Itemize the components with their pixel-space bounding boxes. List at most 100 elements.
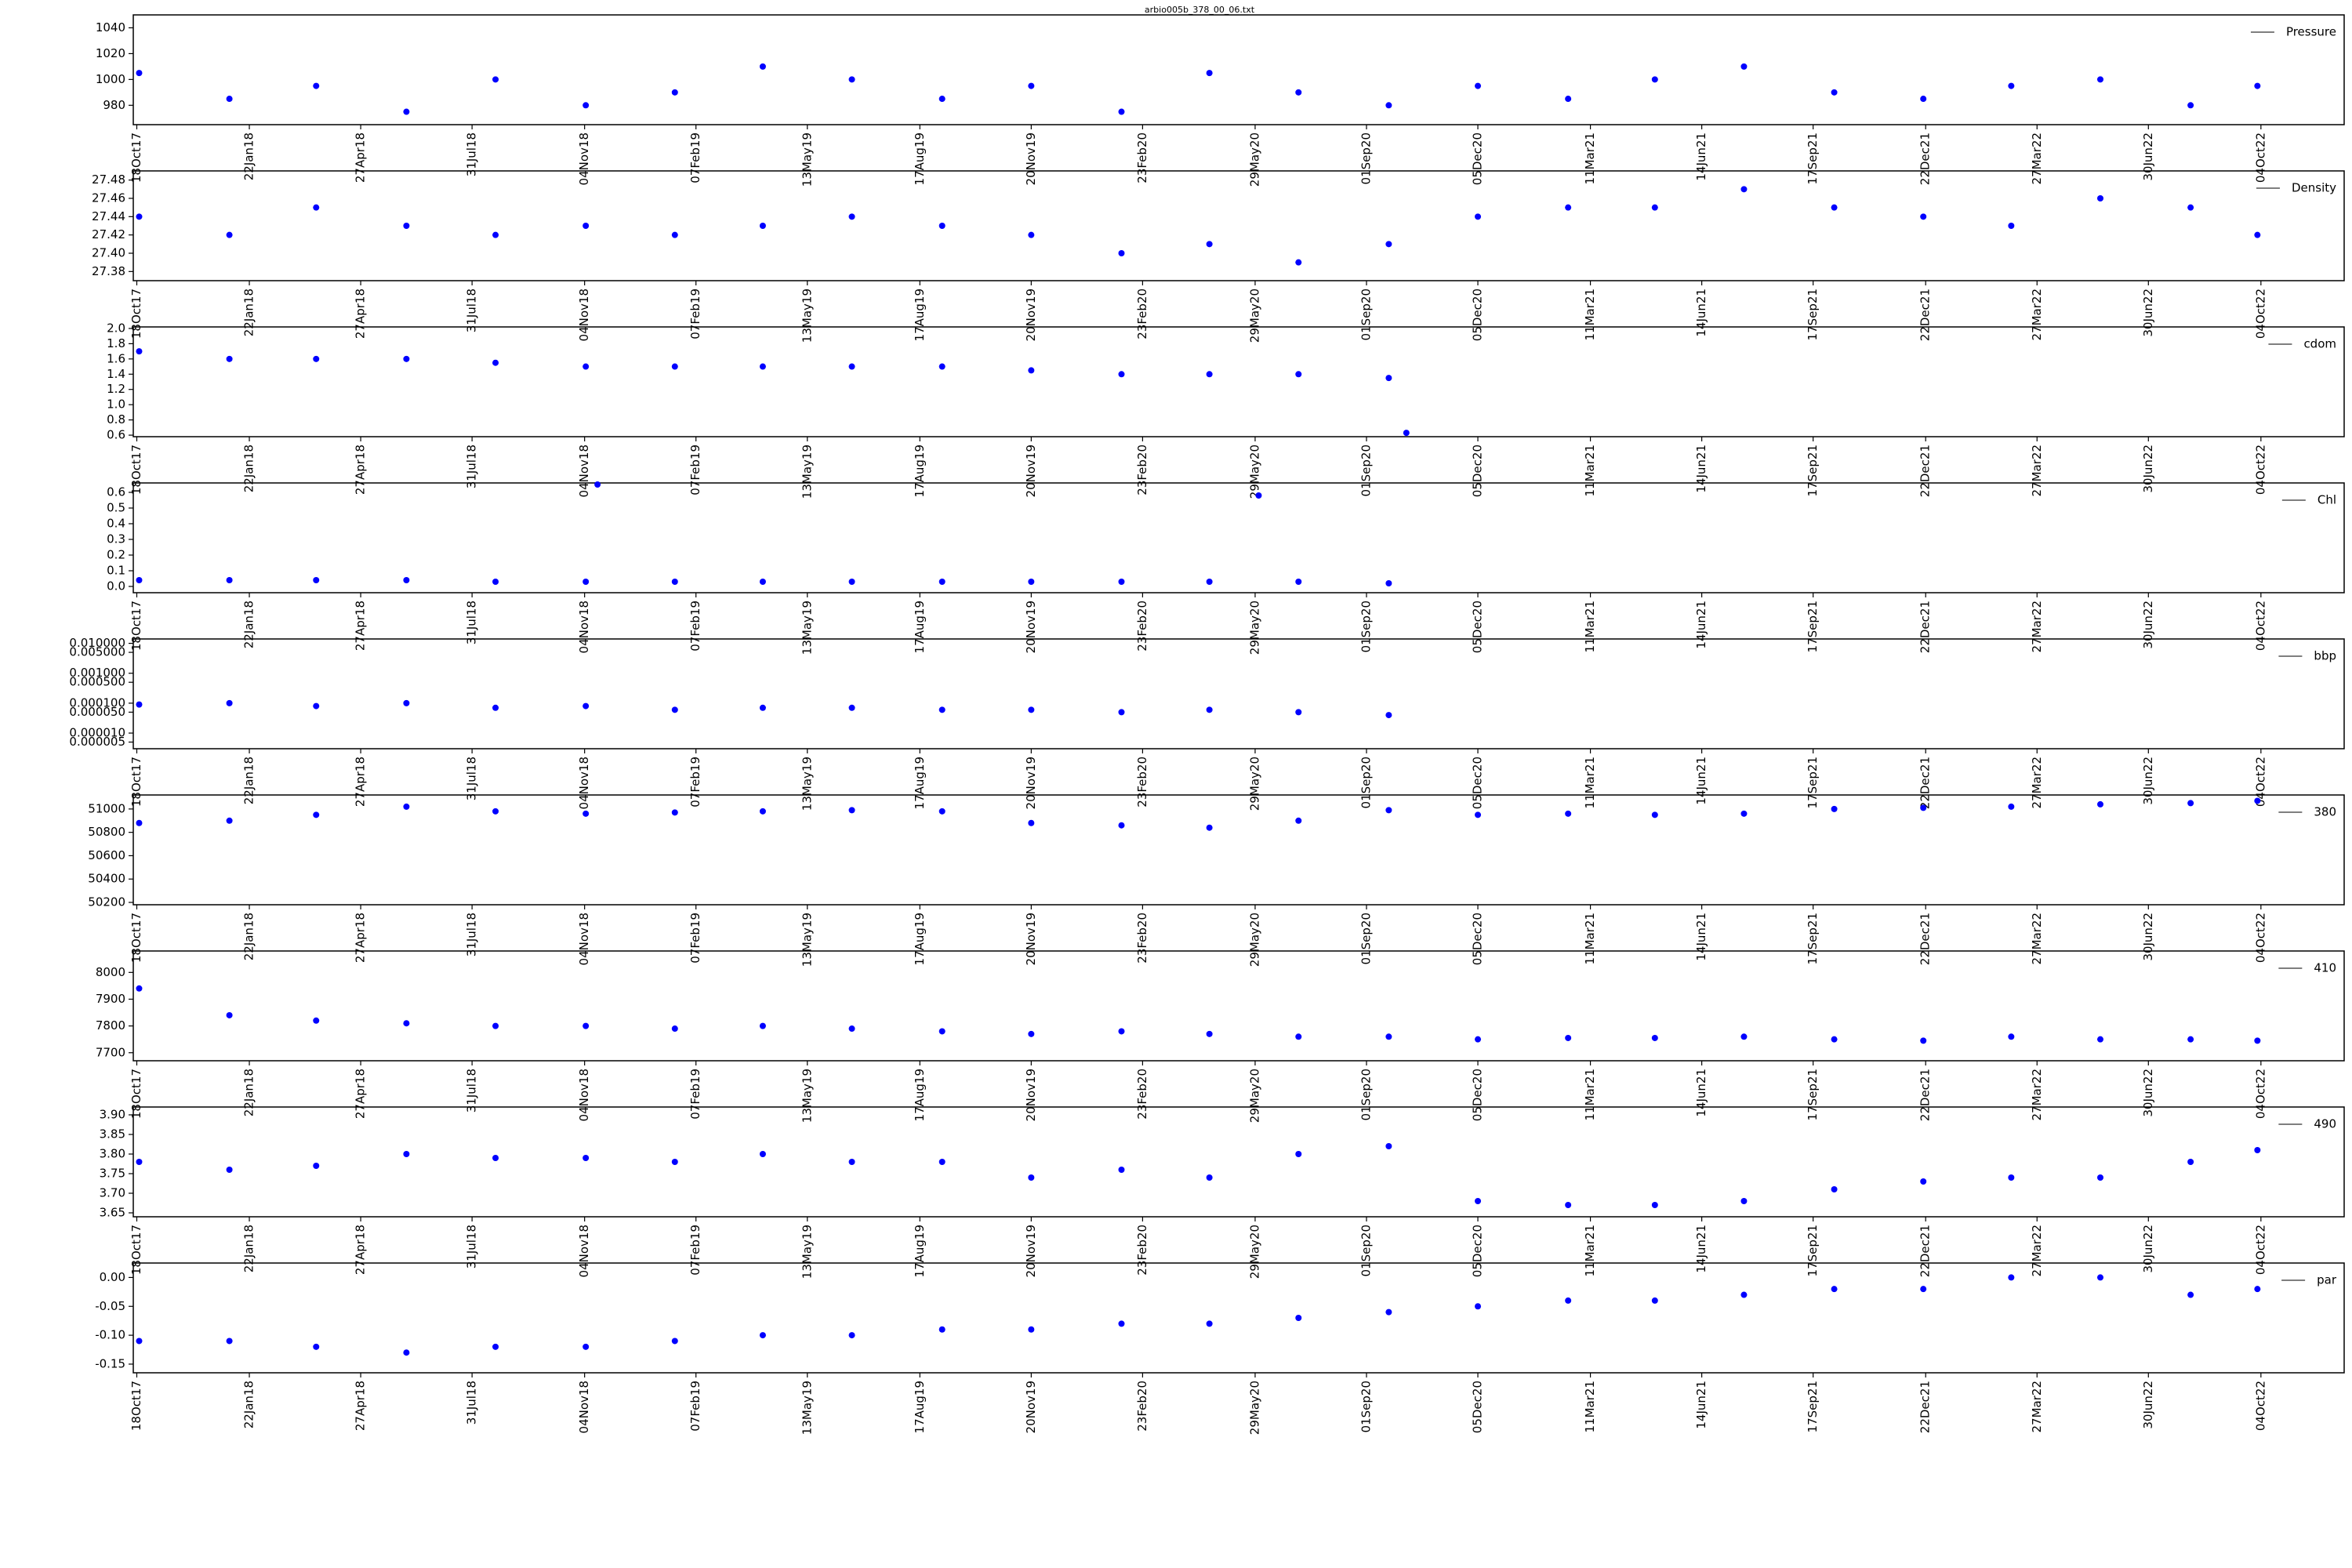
x-tick-label: 01Sep20 — [1359, 913, 1373, 964]
y-tick-label: 0.6 — [107, 428, 125, 442]
x-tick-label: 11Mar21 — [1583, 1381, 1597, 1432]
x-tick-label: 20Nov19 — [1024, 445, 1038, 497]
y-tick-label: 0.000100 — [69, 695, 125, 710]
data-point — [594, 481, 601, 488]
y-tick-label: 0.000005 — [69, 735, 125, 749]
x-tick-label: 22Dec21 — [1918, 757, 1933, 809]
data-point — [2187, 800, 2194, 807]
x-tick-label: 07Feb19 — [688, 757, 702, 808]
x-tick-label: 17Sep21 — [1806, 289, 1820, 340]
data-point — [226, 1011, 233, 1018]
x-tick-label: 30Jun22 — [2141, 132, 2155, 181]
data-point — [1565, 1034, 1572, 1041]
data-point — [1831, 89, 1838, 96]
y-tick-label: 3.90 — [100, 1108, 125, 1122]
x-tick-label: 05Dec20 — [1471, 1381, 1485, 1433]
x-tick-label: 14Jun21 — [1694, 1069, 1708, 1117]
x-tick-label: 05Dec20 — [1471, 445, 1485, 497]
x-tick-label: 01Sep20 — [1359, 445, 1373, 496]
data-point — [1651, 204, 1658, 211]
data-point — [1295, 1033, 1302, 1040]
y-tick-label: 0.3 — [107, 532, 125, 546]
data-point — [671, 809, 678, 816]
x-tick-label: 17Aug19 — [913, 1225, 927, 1277]
y-tick-label: 0.010000 — [69, 636, 125, 650]
data-point — [2187, 1036, 2194, 1043]
x-tick-label: 04Nov18 — [577, 1381, 591, 1433]
data-point — [759, 1151, 766, 1157]
data-point — [2008, 82, 2015, 89]
x-tick-label: 04Oct22 — [2253, 1225, 2267, 1275]
x-tick-label: 13May19 — [800, 132, 814, 187]
data-point — [313, 355, 320, 362]
x-tick-label: 22Jan18 — [242, 1381, 256, 1428]
data-point — [403, 803, 410, 810]
data-point — [313, 1163, 320, 1169]
data-point — [136, 577, 143, 583]
x-tick-label: 14Jun21 — [1694, 913, 1708, 961]
data-point — [583, 1022, 590, 1029]
x-tick-label: 18Oct17 — [129, 1069, 143, 1119]
x-tick-label: 22Jan18 — [242, 913, 256, 960]
data-point — [848, 1332, 855, 1339]
x-tick-label: 07Feb19 — [688, 132, 702, 183]
data-point — [403, 577, 410, 583]
data-point — [1028, 367, 1035, 374]
x-tick-label: 11Mar21 — [1583, 1225, 1597, 1276]
data-point — [1028, 1174, 1035, 1181]
data-point — [492, 1343, 499, 1350]
x-tick-label: 29May20 — [1247, 445, 1261, 499]
x-tick-label: 18Oct17 — [129, 1225, 143, 1275]
data-point — [2254, 1147, 2261, 1153]
data-point — [671, 1025, 678, 1033]
data-point — [848, 76, 855, 83]
legend-label: 380 — [2314, 805, 2336, 819]
x-tick-label: 27Apr18 — [354, 1225, 368, 1275]
data-point — [1475, 213, 1482, 220]
y-tick-label: 1.6 — [107, 351, 125, 365]
x-tick-label: 23Feb20 — [1135, 757, 1149, 808]
data-point — [1295, 1151, 1302, 1157]
data-point — [1118, 1320, 1125, 1327]
x-tick-label: 04Nov18 — [577, 1069, 591, 1121]
legend-label: 490 — [2314, 1117, 2336, 1131]
data-point — [583, 810, 590, 817]
data-point — [492, 704, 499, 711]
y-tick-label: 0.6 — [107, 485, 125, 499]
x-tick-label: 20Nov19 — [1024, 601, 1038, 653]
x-tick-label: 18Oct17 — [129, 132, 143, 183]
data-point — [671, 89, 678, 96]
x-tick-label: 30Jun22 — [2141, 445, 2155, 493]
x-tick-label: 11Mar21 — [1583, 1069, 1597, 1120]
data-point — [1385, 375, 1392, 382]
x-tick-label: 30Jun22 — [2141, 1381, 2155, 1429]
y-tick-label: 3.85 — [100, 1127, 125, 1142]
x-tick-label: 11Mar21 — [1583, 601, 1597, 652]
x-tick-label: 17Aug19 — [913, 601, 927, 653]
x-tick-label: 14Jun21 — [1694, 445, 1708, 493]
x-tick-label: 30Jun22 — [2141, 289, 2155, 337]
x-tick-label: 22Dec21 — [1918, 1381, 1933, 1433]
x-tick-label: 17Sep21 — [1806, 1069, 1820, 1120]
x-tick-label: 17Sep21 — [1806, 445, 1820, 496]
data-point — [1565, 204, 1572, 211]
data-point — [1740, 1198, 1748, 1204]
x-tick-label: 18Oct17 — [129, 1381, 143, 1431]
y-tick-label: 1.8 — [107, 336, 125, 350]
x-tick-label: 27Apr18 — [354, 132, 368, 183]
x-tick-label: 04Nov18 — [577, 1225, 591, 1277]
data-point — [848, 213, 855, 220]
x-tick-label: 04Nov18 — [577, 132, 591, 185]
data-point — [1295, 259, 1302, 266]
data-point — [938, 223, 946, 229]
x-tick-label: 27Mar22 — [2030, 132, 2044, 184]
data-point — [1385, 241, 1392, 248]
data-point — [492, 359, 499, 366]
data-point — [1475, 1036, 1482, 1043]
y-tick-label: -0.15 — [95, 1356, 125, 1370]
legend-label: bbp — [2314, 649, 2336, 663]
x-tick-label: 13May19 — [800, 757, 814, 811]
y-tick-label: 50800 — [88, 825, 125, 839]
y-tick-label: 0.00 — [100, 1270, 125, 1284]
data-point — [1206, 70, 1213, 77]
